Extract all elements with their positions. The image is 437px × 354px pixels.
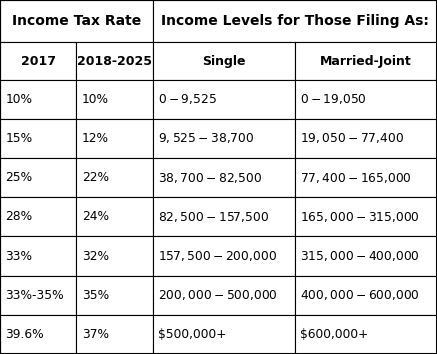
Bar [295,197,437,236]
Bar [295,236,437,276]
Bar [76,315,153,354]
Text: $77,400-$165,000: $77,400-$165,000 [300,171,412,185]
Bar [153,315,295,354]
Bar [0,119,76,158]
Text: 33%-35%: 33%-35% [5,289,64,302]
Text: $9,525-$38,700: $9,525-$38,700 [158,131,255,145]
Text: 15%: 15% [5,132,32,145]
Bar [0,0,153,42]
Text: 24%: 24% [82,210,109,223]
Text: $38,700-$82,500: $38,700-$82,500 [158,171,263,185]
Bar [153,276,295,315]
Text: 12%: 12% [82,132,109,145]
Text: 28%: 28% [5,210,32,223]
Bar [76,276,153,315]
Text: 22%: 22% [82,171,109,184]
Text: 37%: 37% [82,328,109,341]
Text: 2017: 2017 [21,55,56,68]
Text: $500,000+: $500,000+ [158,328,226,341]
Text: Income Levels for Those Filing As:: Income Levels for Those Filing As: [161,14,429,28]
Bar [153,236,295,276]
Bar [76,197,153,236]
Text: $600,000+: $600,000+ [300,328,368,341]
Text: 10%: 10% [82,93,109,106]
Bar [295,315,437,354]
Bar [76,119,153,158]
Bar [295,276,437,315]
Bar [295,158,437,197]
Bar [0,42,76,80]
Text: Income Tax Rate: Income Tax Rate [12,14,141,28]
Bar [0,276,76,315]
Bar [153,119,295,158]
Text: 10%: 10% [5,93,32,106]
Bar [153,42,295,80]
Text: $0-$9,525: $0-$9,525 [158,92,217,106]
Text: 33%: 33% [5,250,32,263]
Bar [76,80,153,119]
Text: Married-Joint: Married-Joint [320,55,412,68]
Text: 32%: 32% [82,250,109,263]
Bar [76,158,153,197]
Bar [295,42,437,80]
Text: $200,000-$500,000: $200,000-$500,000 [158,288,278,302]
Bar [153,158,295,197]
Text: 25%: 25% [5,171,32,184]
Bar [76,236,153,276]
Bar [0,197,76,236]
Bar [76,42,153,80]
Bar [153,0,437,42]
Text: $400,000-$600,000: $400,000-$600,000 [300,288,420,302]
Text: $0-$19,050: $0-$19,050 [300,92,367,106]
Bar [153,197,295,236]
Bar [0,236,76,276]
Bar [153,80,295,119]
Bar [0,315,76,354]
Text: Single: Single [202,55,246,68]
Text: 2018-2025: 2018-2025 [77,55,152,68]
Bar [295,119,437,158]
Bar [295,80,437,119]
Text: $157,500-$200,000: $157,500-$200,000 [158,249,277,263]
Text: $165,000-$315,000: $165,000-$315,000 [300,210,420,224]
Text: $19,050-$77,400: $19,050-$77,400 [300,131,404,145]
Bar [0,158,76,197]
Text: 39.6%: 39.6% [5,328,44,341]
Text: $82,500-$157,500: $82,500-$157,500 [158,210,269,224]
Text: $315,000-$400,000: $315,000-$400,000 [300,249,420,263]
Text: 35%: 35% [82,289,109,302]
Bar [0,80,76,119]
